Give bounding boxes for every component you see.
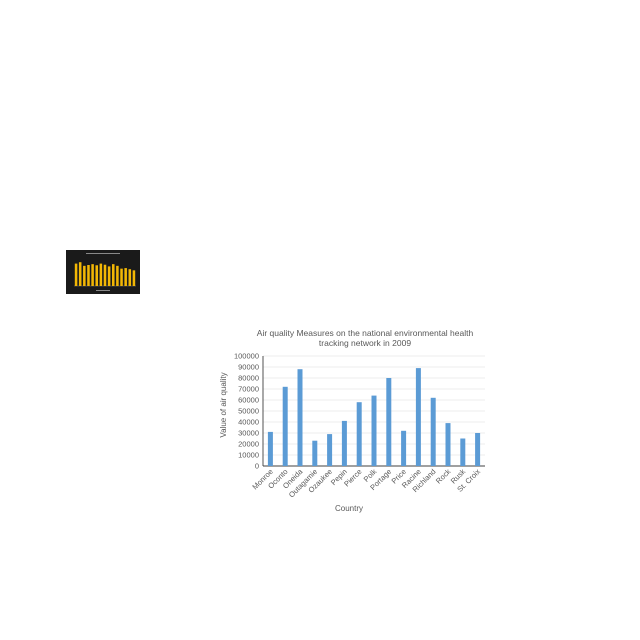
bar-portage (386, 378, 392, 466)
y-tick-label: 80000 (238, 374, 259, 383)
thumbnail-bar (112, 264, 115, 286)
chart-title-line1: Air quality Measures on the national env… (257, 328, 474, 338)
y-tick-label: 10000 (238, 451, 259, 460)
thumbnail-bar (103, 264, 107, 286)
bar-pierce (356, 402, 362, 466)
thumbnail-bar (120, 268, 123, 286)
y-tick-label: 100000 (234, 352, 259, 361)
y-tick-label: 90000 (238, 363, 259, 372)
thumbnail-bar (74, 263, 78, 286)
thumbnail-bar (87, 265, 90, 286)
thumbnail-bar (132, 270, 136, 286)
x-tick-label: Rock (434, 467, 453, 486)
y-tick-label: 60000 (238, 396, 259, 405)
bar-oneida (297, 369, 303, 466)
bar-price (401, 430, 407, 466)
y-tick-label: 50000 (238, 407, 259, 416)
thumbnail-text-stroke (86, 253, 120, 254)
bar-racine (415, 368, 421, 466)
thumbnail-bar (78, 262, 82, 286)
chart-title-line2: tracking network in 2009 (319, 338, 411, 348)
bars (267, 368, 481, 466)
bar-chart: Air quality Measures on the national env… (205, 322, 495, 522)
y-axis-title: Value of air quality (219, 372, 228, 437)
bar-ozaukee (327, 434, 333, 466)
x-tick-labels: MonroeOcontoOneidaOutagamieOzaukeePepinP… (250, 466, 482, 499)
thumbnail-bar (95, 265, 98, 286)
y-tick-label: 40000 (238, 418, 259, 427)
thumbnail-text-stroke (96, 290, 110, 291)
thumbnail-bar (124, 268, 127, 286)
y-tick-label: 70000 (238, 385, 259, 394)
x-axis-title: Country (335, 504, 363, 513)
thumbnail-bar (107, 266, 111, 286)
thumbnail-chart-icon (74, 253, 136, 291)
chart-canvas: Air quality Measures on the national env… (219, 328, 485, 513)
bar-pepin (341, 420, 347, 466)
bar-outagamie (312, 440, 318, 466)
thumbnail-bar (83, 265, 86, 286)
thumbnail-bar (91, 264, 94, 286)
bar-monroe (267, 431, 273, 466)
thumbnail-bar (128, 269, 132, 286)
bar-rock (445, 423, 451, 466)
y-tick-labels: 0 10000 20000 30000 40000 50000 60000 70000 8000… (234, 352, 259, 471)
bar-oconto (282, 386, 288, 466)
thumbnail-bar (116, 265, 119, 286)
bar-st-croix (475, 433, 481, 466)
y-tick-label: 30000 (238, 429, 259, 438)
y-tick-label: 20000 (238, 440, 259, 449)
chart-thumbnail[interactable] (66, 250, 140, 294)
bar-rusk (460, 438, 466, 466)
y-tick-label: 0 (255, 462, 259, 471)
bar-polk (371, 395, 377, 466)
bar-richland (430, 397, 436, 466)
thumbnail-bar (99, 263, 103, 286)
